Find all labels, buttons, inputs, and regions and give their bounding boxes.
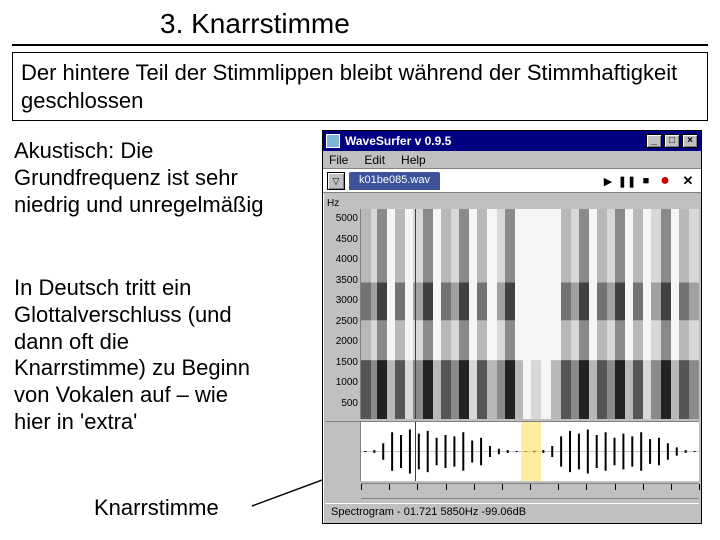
maximize-button[interactable]: □ (664, 134, 680, 148)
waveform-selection[interactable] (521, 422, 541, 481)
panel-close-icon[interactable]: ✕ (679, 172, 697, 190)
status-bar: Spectrogram - 01.721 5850Hz -99.06dB (325, 503, 699, 521)
spectrogram-panel: 500045004000350030002500200015001000500 (325, 209, 699, 419)
waveform-yaxis (325, 422, 361, 481)
waveform-canvas[interactable] (361, 422, 699, 481)
app-icon (326, 134, 340, 148)
close-button[interactable]: × (682, 134, 698, 148)
time-ruler[interactable] (361, 483, 699, 499)
menu-bar: File Edit Help (323, 151, 701, 169)
yaxis-label: Hz (327, 198, 339, 209)
tab-dropdown-button[interactable]: ▽ (327, 172, 345, 190)
slide-title: 3. Knarrstimme (160, 8, 350, 40)
title-underline (12, 44, 708, 46)
wavesurfer-window: WaveSurfer v 0.9.5 _ □ × File Edit Help … (322, 130, 702, 524)
description-box: Der hintere Teil der Stimmlippen bleibt … (12, 52, 708, 121)
playhead-line[interactable] (415, 209, 416, 419)
menu-help[interactable]: Help (401, 153, 426, 167)
toolbar: ▽ k01be085.wav ▶ ❚❚ ■ ● ✕ (323, 169, 701, 193)
footer-label: Knarrstimme (94, 495, 219, 521)
paragraph-german: In Deutsch tritt ein Glottalverschluss (… (14, 275, 264, 436)
file-tab[interactable]: k01be085.wav (349, 172, 440, 190)
record-icon[interactable]: ● (657, 173, 673, 189)
waveform-playhead[interactable] (415, 422, 416, 481)
spectrogram-canvas[interactable] (361, 209, 699, 419)
menu-file[interactable]: File (329, 153, 348, 167)
play-icon[interactable]: ▶ (600, 173, 616, 189)
window-title: WaveSurfer v 0.9.5 (345, 134, 451, 148)
minimize-button[interactable]: _ (646, 134, 662, 148)
window-titlebar[interactable]: WaveSurfer v 0.9.5 _ □ × (323, 131, 701, 151)
yaxis-ticks: 500045004000350030002500200015001000500 (325, 209, 361, 419)
stop-icon[interactable]: ■ (638, 173, 654, 189)
pause-icon[interactable]: ❚❚ (619, 173, 635, 189)
waveform-panel (325, 421, 699, 481)
menu-edit[interactable]: Edit (364, 153, 385, 167)
paragraph-acoustic: Akustisch: Die Grundfrequenz ist sehr ni… (14, 138, 304, 218)
